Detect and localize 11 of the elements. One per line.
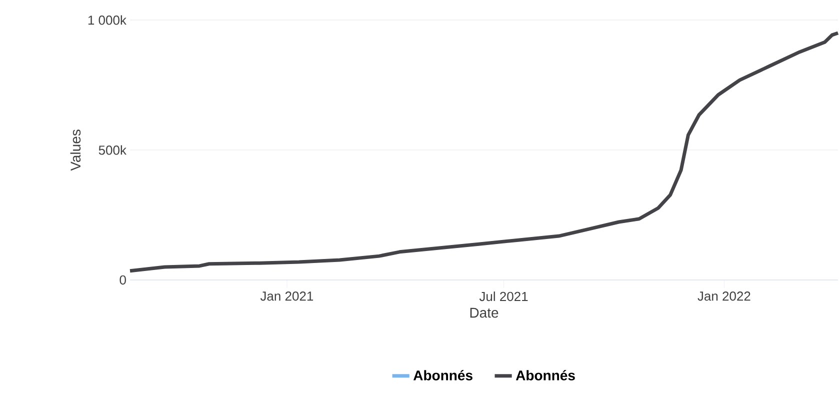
x-tick-label: Jul 2021: [479, 292, 528, 302]
legend-label: Abonnés: [516, 370, 575, 380]
x-tick-label: Jan 2022: [698, 292, 750, 301]
legend-label: Abonnés: [413, 370, 472, 380]
y-tick-label: 500k: [98, 145, 126, 155]
line-series: [128, 31, 839, 273]
y-axis-title: Values: [70, 130, 81, 171]
y-tick-label: 1 000k: [88, 15, 126, 25]
y-tick-label: 0: [120, 275, 126, 285]
x-tick-label: Jan 2021: [260, 292, 314, 301]
x-axis-title: Date: [470, 308, 498, 318]
